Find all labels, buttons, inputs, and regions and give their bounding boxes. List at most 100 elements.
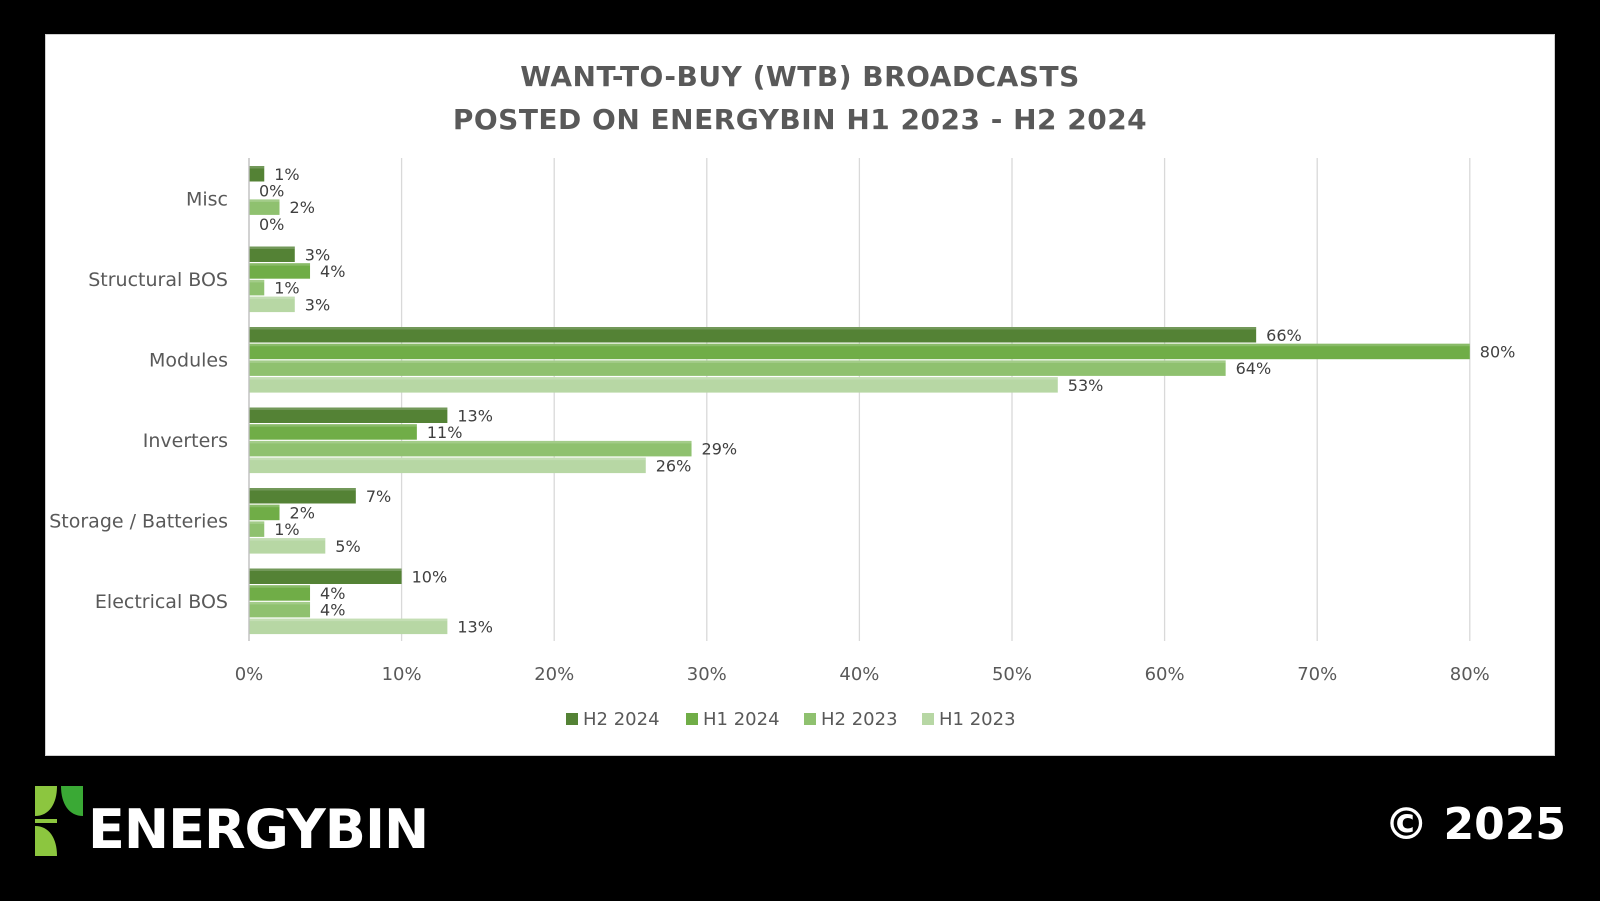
data-label: 10% <box>412 567 448 586</box>
bar-chart: 0%10%20%30%40%50%60%70%80%90%Misc1%0%2%0… <box>49 158 1516 730</box>
legend-label: H1 2024 <box>703 709 780 730</box>
bar-highlight <box>249 279 265 283</box>
data-label: 11% <box>427 423 463 442</box>
bar <box>249 568 402 584</box>
bar-highlight <box>249 246 295 249</box>
bar <box>249 377 1058 393</box>
category-label: Modules <box>149 349 228 371</box>
bar <box>249 440 692 457</box>
bar-highlight <box>249 601 311 605</box>
data-label: 13% <box>457 617 493 636</box>
chart-panel: WANT-TO-BUY (WTB) BROADCASTS POSTED ON E… <box>45 34 1555 756</box>
bar <box>249 327 1257 343</box>
bar-highlight <box>249 424 417 427</box>
x-tick-label: 20% <box>534 664 574 685</box>
category-label: Inverters <box>143 430 228 452</box>
data-label: 7% <box>366 487 391 506</box>
bar-highlight <box>249 360 1226 363</box>
bar-highlight <box>249 457 646 461</box>
x-tick-label: 10% <box>382 664 422 685</box>
data-label: 3% <box>305 295 330 314</box>
bar <box>249 504 280 521</box>
category-label: Misc <box>186 188 228 210</box>
bar-highlight <box>249 538 326 541</box>
bar-highlight <box>249 440 692 444</box>
data-label: 1% <box>274 165 299 184</box>
bar-highlight <box>249 407 448 410</box>
bar-highlight <box>249 296 295 300</box>
data-label: 64% <box>1236 359 1272 378</box>
bar <box>249 407 448 423</box>
data-label: 66% <box>1266 326 1302 345</box>
bar-highlight <box>249 377 1058 380</box>
data-label: 4% <box>320 601 345 620</box>
chart-title: WANT-TO-BUY (WTB) BROADCASTS POSTED ON E… <box>46 55 1554 141</box>
data-label: 3% <box>305 245 330 264</box>
bar <box>249 585 311 601</box>
bar <box>249 199 280 215</box>
bar-highlight <box>249 199 280 202</box>
x-tick-label: 0% <box>235 664 264 685</box>
data-label: 2% <box>290 198 315 217</box>
bar <box>249 263 311 279</box>
legend-swatch <box>686 713 698 725</box>
bar <box>249 488 356 504</box>
data-label: 5% <box>335 537 360 556</box>
data-label: 2% <box>290 503 315 522</box>
bar-highlight <box>249 263 311 266</box>
bar <box>249 279 265 296</box>
logo-wordmark: ENERGYBIN <box>88 798 429 861</box>
legend-swatch <box>922 713 934 725</box>
data-label: 0% <box>259 215 284 234</box>
bar <box>249 424 417 440</box>
bar <box>249 618 448 635</box>
bar <box>249 296 295 313</box>
bar-highlight <box>249 488 356 491</box>
data-label: 53% <box>1068 376 1104 395</box>
legend-label: H2 2023 <box>821 709 898 730</box>
energybin-logo: ENERGYBIN <box>35 782 445 872</box>
data-label: 80% <box>1480 342 1516 361</box>
bar <box>249 521 265 537</box>
bar <box>249 601 311 618</box>
data-label: 29% <box>702 440 738 459</box>
bar-highlight <box>249 166 265 169</box>
chart-title-line-1: WANT-TO-BUY (WTB) BROADCASTS <box>520 60 1080 93</box>
x-tick-label: 60% <box>1145 664 1185 685</box>
bar-highlight <box>249 327 1257 330</box>
x-tick-label: 80% <box>1450 664 1490 685</box>
data-label: 0% <box>259 181 284 200</box>
bar-highlight <box>249 585 311 588</box>
copyright-notice: © 2025 <box>1384 799 1566 850</box>
x-tick-label: 40% <box>839 664 879 685</box>
data-label: 1% <box>274 279 299 298</box>
bar-highlight <box>249 568 402 571</box>
data-label: 1% <box>274 520 299 539</box>
bar-highlight <box>249 343 1470 347</box>
bar-highlight <box>249 618 448 622</box>
bar <box>249 343 1470 360</box>
bar-highlight <box>249 504 280 508</box>
data-label: 4% <box>320 584 345 603</box>
bar <box>249 166 265 182</box>
x-tick-label: 50% <box>992 664 1032 685</box>
data-label: 26% <box>656 456 692 475</box>
x-tick-label: 30% <box>687 664 727 685</box>
category-label: Electrical BOS <box>95 591 228 613</box>
bar-highlight <box>249 521 265 524</box>
legend-label: H1 2023 <box>939 709 1016 730</box>
leaf-icon <box>35 786 83 856</box>
data-label: 4% <box>320 262 345 281</box>
bar <box>249 360 1226 376</box>
legend-swatch <box>566 713 578 725</box>
category-label: Storage / Batteries <box>49 510 228 532</box>
legend-swatch <box>804 713 816 725</box>
bar <box>249 538 326 554</box>
x-tick-label: 70% <box>1297 664 1337 685</box>
bar <box>249 457 646 474</box>
legend-label: H2 2024 <box>583 709 660 730</box>
chart-title-line-2: POSTED ON ENERGYBIN H1 2023 - H2 2024 <box>452 103 1148 136</box>
bar <box>249 246 295 262</box>
category-label: Structural BOS <box>88 269 228 291</box>
data-label: 13% <box>457 406 493 425</box>
